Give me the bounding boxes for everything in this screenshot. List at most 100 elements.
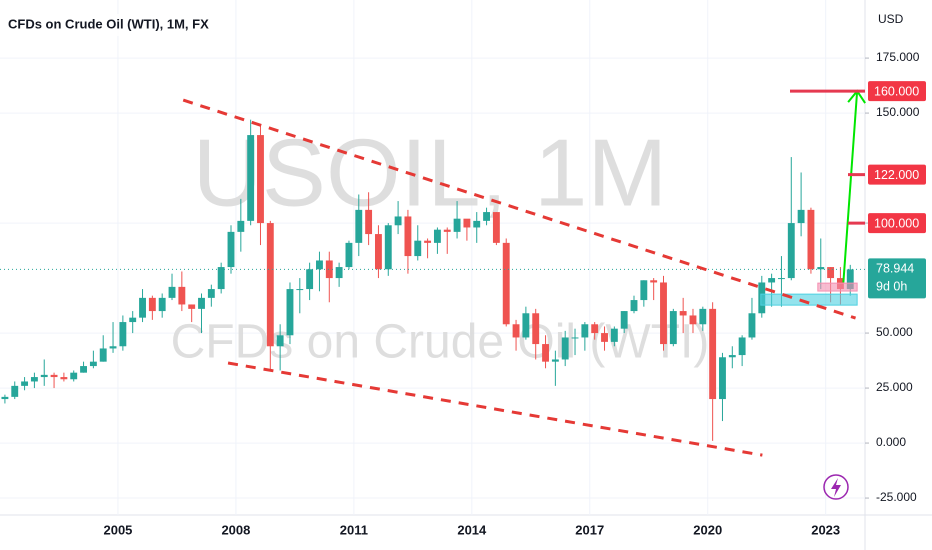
watermark-sub: CFDs on Crude Oil (WTI) bbox=[171, 316, 710, 369]
candle-body bbox=[699, 308, 707, 325]
last-price-badge bbox=[868, 258, 926, 299]
candle-body bbox=[640, 280, 648, 301]
candle-body bbox=[129, 317, 137, 323]
candle-body bbox=[40, 374, 48, 378]
candle-body bbox=[424, 240, 432, 243]
lightning-icon[interactable] bbox=[823, 474, 849, 500]
candle-body bbox=[532, 313, 540, 345]
candle-body bbox=[168, 286, 176, 298]
level-label: 100.000 bbox=[874, 216, 919, 230]
candle-body bbox=[188, 304, 196, 309]
x-tick-label: 2008 bbox=[221, 522, 250, 537]
candle-body bbox=[797, 209, 805, 224]
y-tick-label: 150.000 bbox=[876, 105, 920, 119]
candle-body bbox=[296, 289, 304, 291]
candle-body bbox=[650, 280, 658, 283]
candle-body bbox=[198, 297, 205, 309]
candle-body bbox=[394, 216, 402, 226]
candle-body bbox=[50, 374, 58, 378]
y-tick-label: 25.000 bbox=[876, 380, 913, 394]
candle-body bbox=[384, 225, 392, 270]
candle-body bbox=[276, 335, 284, 347]
candle-body bbox=[345, 242, 353, 268]
candle-body bbox=[306, 269, 314, 290]
candle-body bbox=[325, 260, 333, 279]
y-tick-label: -25.000 bbox=[876, 490, 917, 504]
candle-body bbox=[492, 212, 500, 243]
candle-body bbox=[60, 377, 68, 380]
chart-title: CFDs on Crude Oil (WTI), 1M, FX bbox=[8, 16, 209, 31]
last-price-label: 78.944 bbox=[876, 262, 914, 276]
candle-body bbox=[257, 135, 264, 224]
candle-body bbox=[512, 324, 520, 338]
candle-body bbox=[748, 313, 756, 338]
candle-body bbox=[709, 308, 717, 400]
candle-body bbox=[30, 377, 38, 382]
candle-body bbox=[551, 359, 559, 362]
candle-body bbox=[502, 242, 510, 325]
candle-body bbox=[266, 223, 274, 347]
candle-body bbox=[178, 286, 186, 305]
candle-body bbox=[80, 366, 87, 373]
x-tick-label: 2017 bbox=[575, 522, 604, 537]
plot bbox=[0, 89, 866, 457]
candle-body bbox=[689, 315, 697, 325]
countdown: 9d 0h bbox=[876, 280, 907, 294]
level-label: 160.000 bbox=[874, 84, 919, 98]
candle-body bbox=[227, 231, 235, 268]
x-tick-label: 2011 bbox=[340, 522, 368, 537]
candle-body bbox=[453, 218, 461, 232]
candle-body bbox=[817, 267, 825, 270]
y-tick-label: 175.000 bbox=[876, 50, 920, 64]
candle-body bbox=[109, 346, 117, 349]
trendline bbox=[182, 98, 857, 320]
candle-body bbox=[679, 311, 687, 316]
candle-body bbox=[581, 324, 589, 338]
candle-body bbox=[610, 328, 618, 342]
candle-body bbox=[846, 269, 854, 290]
candle-body bbox=[591, 324, 599, 334]
candle-body bbox=[620, 311, 628, 329]
candle-body bbox=[21, 381, 29, 386]
candle-body bbox=[542, 344, 549, 362]
candle-body bbox=[463, 218, 471, 228]
candle-body bbox=[522, 313, 530, 338]
candle-body bbox=[139, 297, 146, 318]
title-bg bbox=[0, 14, 210, 36]
candle-body bbox=[335, 267, 343, 279]
trendline bbox=[227, 361, 763, 457]
y-tick-label: 50.000 bbox=[876, 325, 913, 339]
zone bbox=[817, 282, 858, 292]
candle-body bbox=[158, 297, 166, 312]
candle-body bbox=[11, 385, 19, 397]
level-badge bbox=[868, 213, 926, 234]
candle-body bbox=[473, 220, 481, 228]
y-tick-label: 0.000 bbox=[876, 435, 906, 449]
level-badge bbox=[868, 81, 926, 102]
candle-body bbox=[148, 297, 156, 312]
lightning-bolt bbox=[831, 478, 841, 497]
candle-body bbox=[355, 209, 363, 243]
candle-body bbox=[316, 260, 323, 270]
candle-body bbox=[433, 229, 441, 243]
x-tick-label: 2005 bbox=[103, 522, 132, 537]
candle-body bbox=[89, 361, 97, 367]
y-unit: USD bbox=[878, 12, 904, 26]
candle-body bbox=[374, 234, 382, 270]
candle-body bbox=[483, 212, 491, 221]
candle-body bbox=[443, 229, 451, 232]
candle-body bbox=[561, 337, 569, 360]
candle-body bbox=[728, 355, 736, 358]
level-label: 122.000 bbox=[874, 168, 919, 182]
candle-body bbox=[669, 311, 677, 345]
candle-body bbox=[207, 289, 215, 298]
candle-body bbox=[738, 337, 746, 356]
candle-body bbox=[768, 278, 776, 283]
candle-body bbox=[286, 289, 294, 336]
candle-body bbox=[571, 337, 579, 339]
candle-body bbox=[601, 333, 608, 342]
candle-body bbox=[414, 240, 422, 257]
candle-body bbox=[247, 135, 255, 221]
candle-body bbox=[237, 220, 245, 232]
